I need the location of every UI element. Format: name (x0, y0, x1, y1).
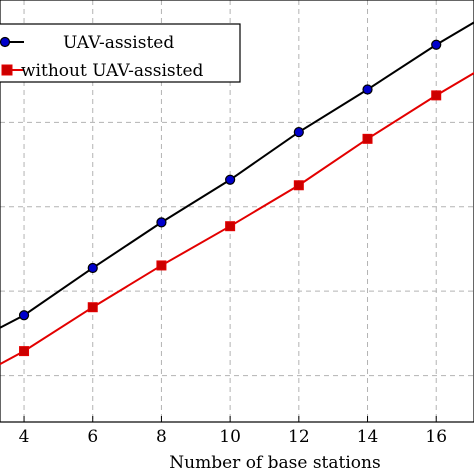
grid (0, 0, 474, 422)
data-point-1 (19, 346, 30, 357)
x-tick-label: 4 (19, 427, 30, 447)
x-tick-label: 12 (288, 427, 310, 447)
x-axis-ticks: 4 6 8 10 12 14 16 (19, 416, 447, 447)
x-tick-label: 8 (156, 427, 167, 447)
data-point-0 (87, 262, 98, 274)
data-point-0 (362, 84, 373, 95)
series-line-1 (0, 71, 474, 366)
legend-label-no-uav: without UAV-assisted (21, 61, 204, 81)
x-tick-label: 10 (219, 427, 241, 447)
series-layer (0, 21, 474, 366)
x-axis-label: Number of base stations (169, 453, 380, 473)
data-point-1 (431, 90, 442, 101)
legend-label-uav: UAV-assisted (63, 33, 174, 53)
data-point-0 (225, 174, 236, 185)
data-point-0 (156, 217, 167, 228)
data-point-1 (293, 180, 304, 191)
data-point-0 (18, 310, 30, 321)
legend-box (0, 23, 241, 83)
legend-marker-uav-icon (0, 36, 11, 48)
data-point-1 (87, 302, 98, 313)
x-tick-label: 16 (425, 427, 447, 447)
x-tick-label: 6 (87, 427, 98, 447)
legend: UAV-assisted without UAV-assisted (0, 23, 241, 83)
plot-frame (0, 0, 474, 423)
data-point-0 (293, 126, 304, 138)
legend-marker-no-uav-icon (1, 64, 13, 76)
data-point-0 (431, 39, 442, 50)
data-point-1 (156, 260, 167, 271)
data-point-1 (362, 133, 373, 144)
data-point-1 (225, 221, 236, 232)
x-tick-label: 14 (357, 427, 379, 447)
